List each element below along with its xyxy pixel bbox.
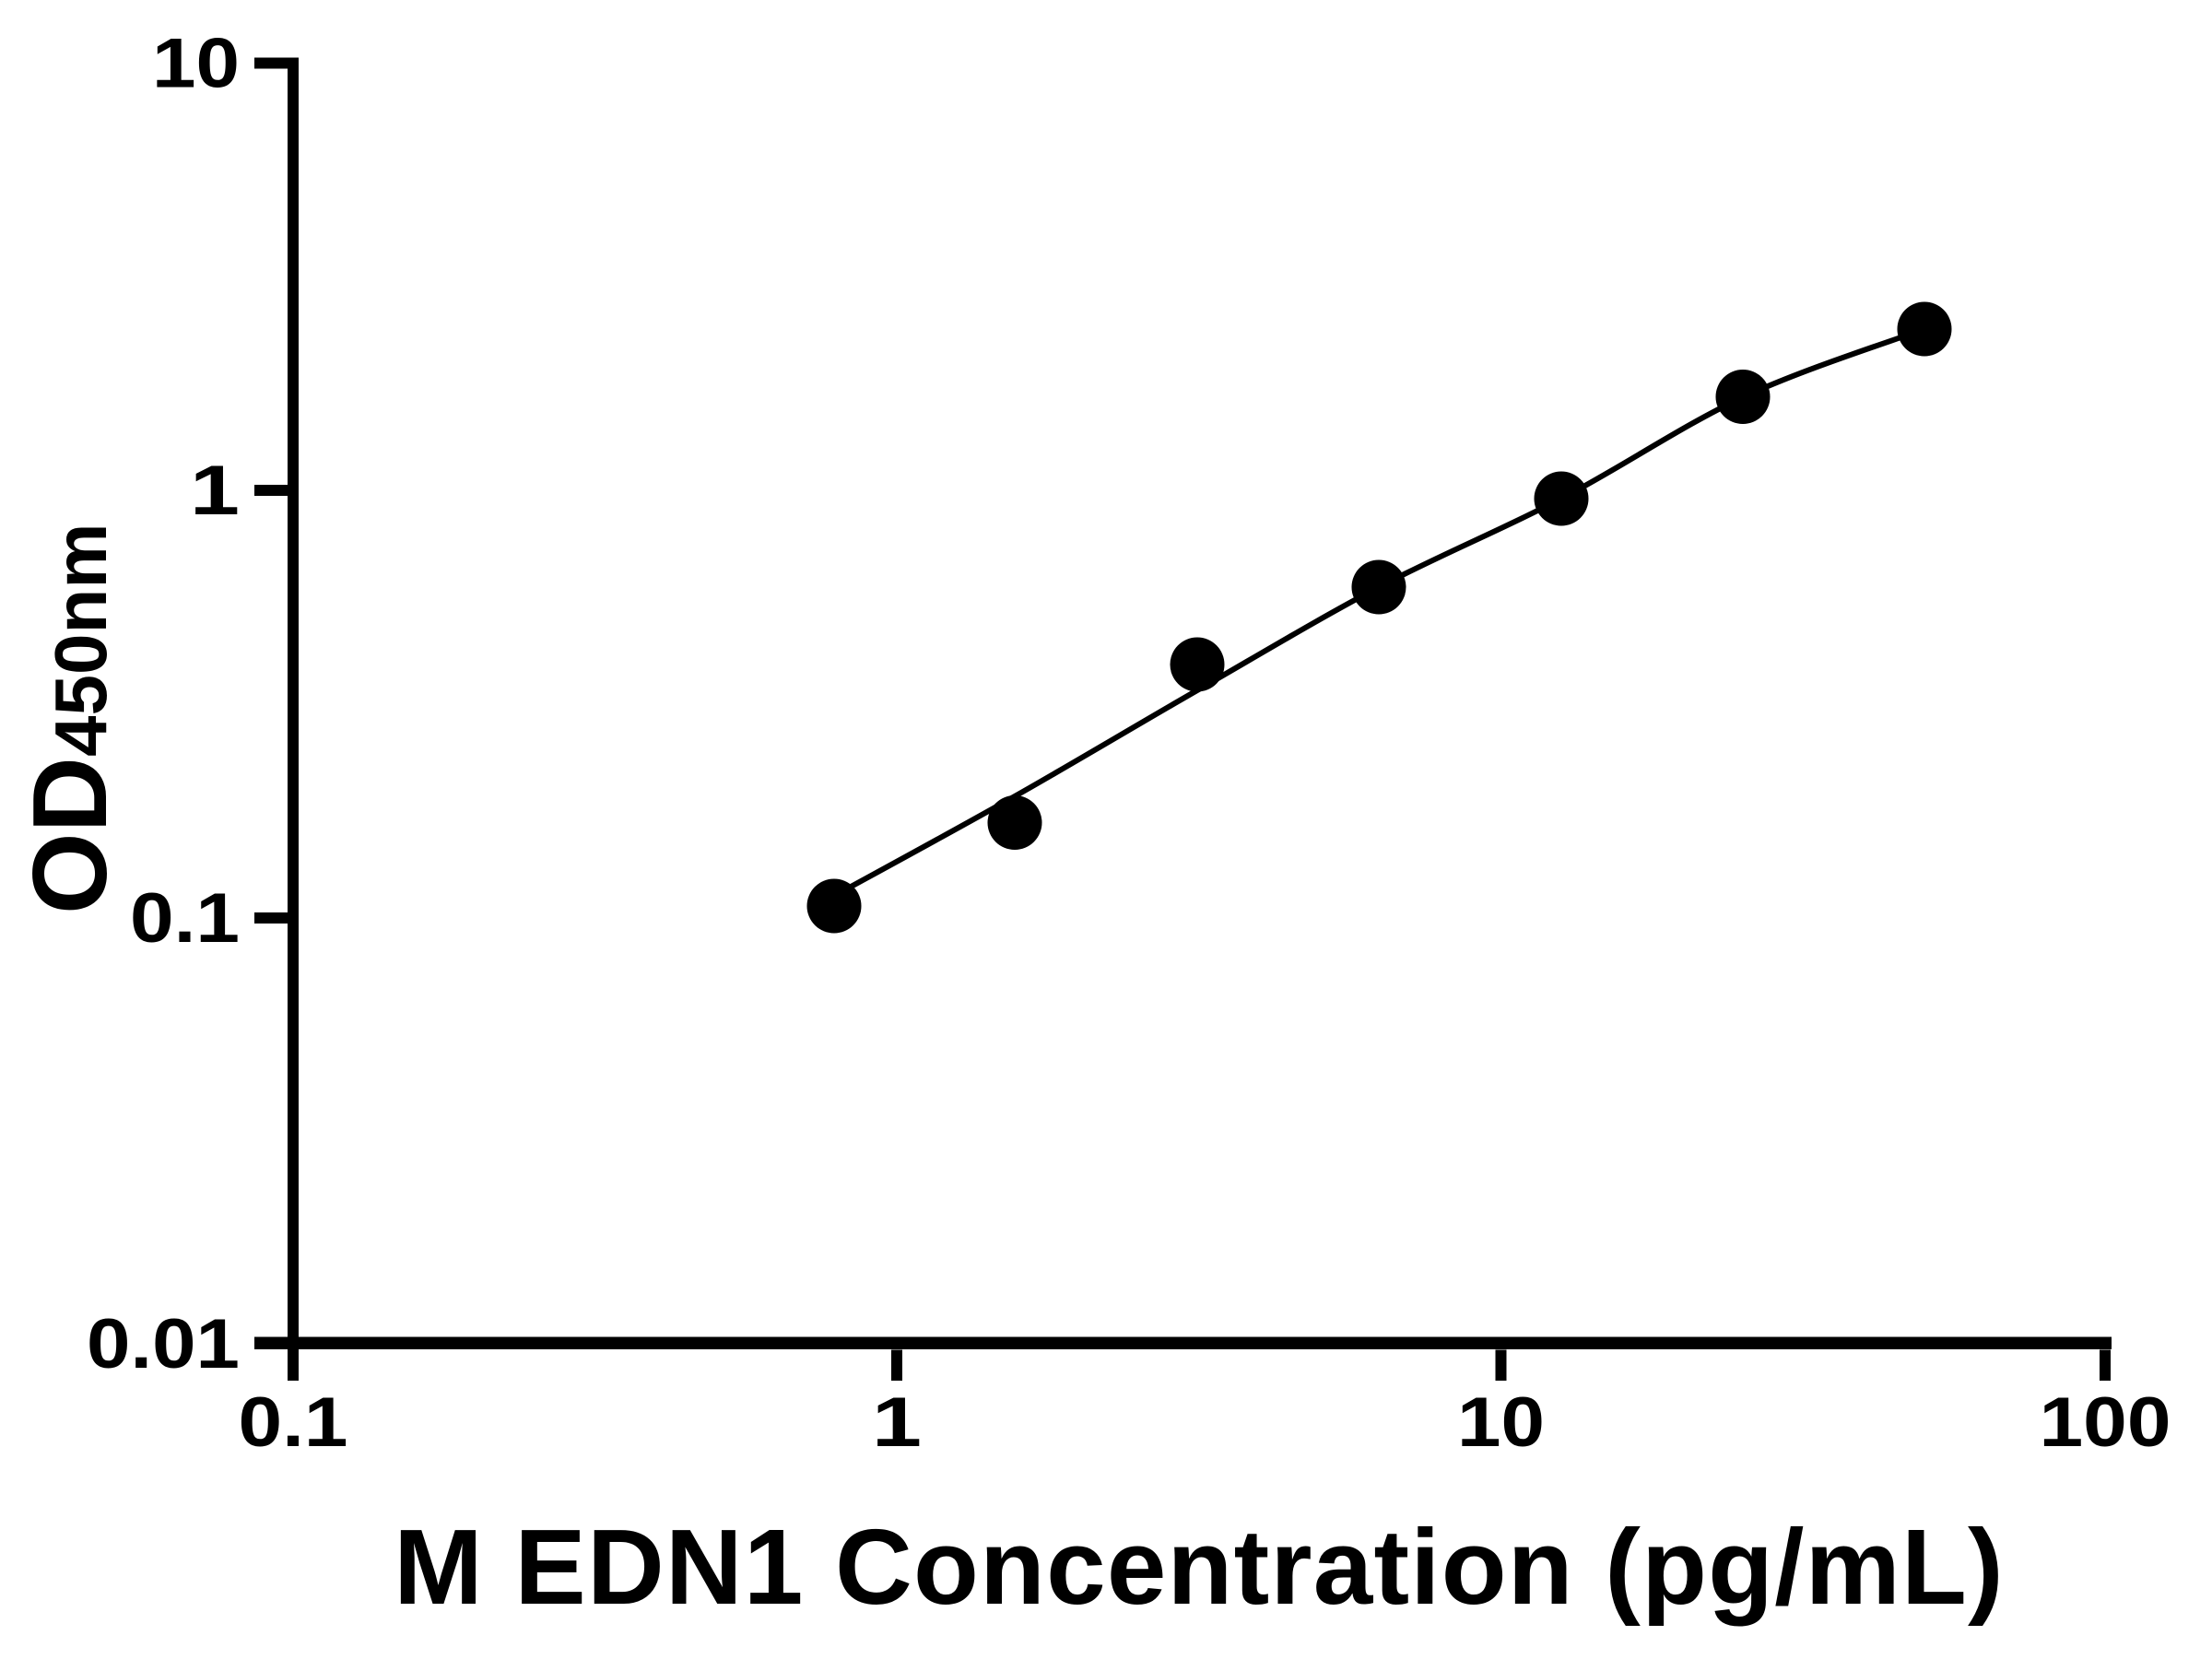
svg-text:10: 10 (1457, 1383, 1545, 1462)
svg-text:1: 1 (190, 452, 240, 530)
svg-text:10: 10 (152, 25, 240, 103)
svg-text:0.01: 0.01 (87, 1305, 240, 1383)
svg-text:M EDN1 Concentration (pg/mL): M EDN1 Concentration (pg/mL) (394, 1507, 2005, 1627)
svg-text:0.1: 0.1 (130, 879, 240, 958)
svg-text:0.1: 0.1 (239, 1383, 348, 1462)
svg-text:1: 1 (872, 1383, 922, 1462)
svg-text:100: 100 (2040, 1383, 2171, 1462)
